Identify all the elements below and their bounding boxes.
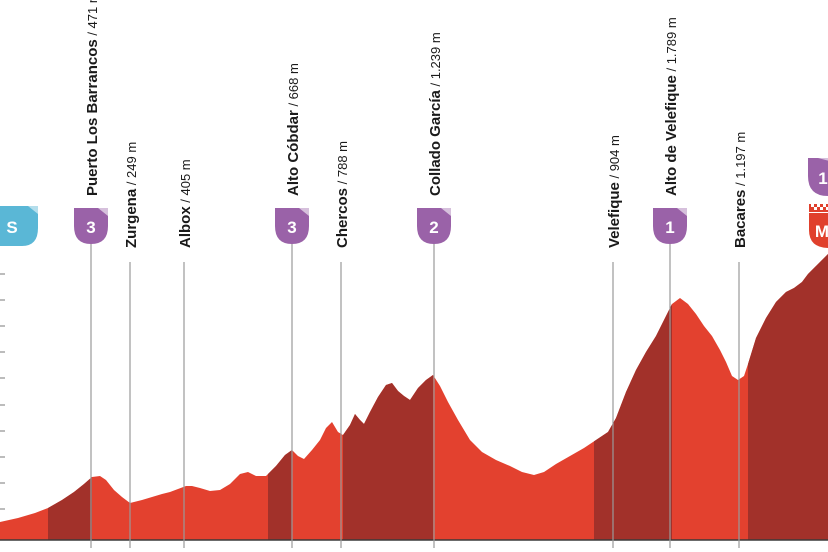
climb-puerto-los-barrancos — [48, 254, 92, 540]
location-labels: Puerto Los Barrancos / 471 m Zurgena / 2… — [84, 0, 749, 248]
cat-badge-puerto-los-barrancos: 3 — [74, 208, 108, 244]
label-chercos: Chercos / 788 m — [334, 141, 351, 248]
svg-text:1: 1 — [665, 218, 674, 237]
elevation-profile — [0, 254, 828, 540]
climb-final — [748, 254, 828, 540]
label-alto-de-velefique: Alto de Velefique / 1.789 m — [663, 17, 680, 196]
svg-text:S: S — [6, 218, 17, 237]
climb-alto-cobdar — [268, 254, 292, 540]
label-alto-cobdar: Alto Cóbdar / 668 m — [285, 63, 302, 196]
label-velefique: Velefique / 904 m — [606, 135, 623, 248]
label-bacares: Bacares / 1.197 m — [732, 132, 749, 248]
finish-checker-band — [809, 204, 828, 212]
label-collado-garcia: Collado García / 1.239 m — [427, 32, 444, 196]
start-badge: S — [0, 206, 38, 246]
cat-badge-finish: 1 — [808, 158, 828, 196]
finish-badge: M — [809, 204, 828, 248]
label-puerto-los-barrancos: Puerto Los Barrancos / 471 m — [84, 0, 101, 196]
climb-collado-garcia — [343, 254, 433, 540]
cat-badge-alto-cobdar: 3 — [275, 208, 309, 244]
label-albox: Albox / 405 m — [177, 159, 194, 248]
svg-text:1: 1 — [818, 169, 827, 188]
y-axis-ticks — [0, 273, 5, 510]
cat-badge-collado-garcia: 2 — [417, 208, 451, 244]
label-zurgena: Zurgena / 249 m — [123, 142, 140, 248]
svg-text:3: 3 — [86, 218, 95, 237]
climb-alto-de-velefique — [594, 254, 672, 540]
svg-text:2: 2 — [429, 218, 438, 237]
svg-text:3: 3 — [287, 218, 296, 237]
cat-badge-alto-de-velefique: 1 — [653, 208, 687, 244]
svg-text:M: M — [815, 222, 828, 241]
marker-lines — [90, 240, 740, 548]
